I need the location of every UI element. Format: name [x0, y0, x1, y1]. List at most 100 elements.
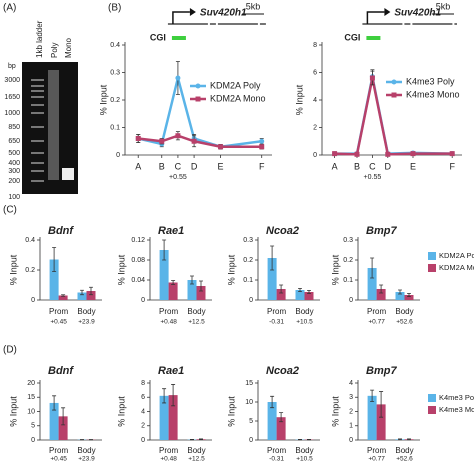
y-tick-label: 1 — [349, 423, 353, 430]
legend-label: KDM2A Poly — [210, 80, 261, 90]
error-bar — [190, 275, 194, 285]
marker — [369, 75, 375, 81]
x-tick-label: Body — [77, 446, 95, 455]
y-tick-label: 0.4 — [25, 237, 35, 244]
y-axis-label: % Input — [98, 84, 108, 115]
bar — [376, 404, 386, 440]
axis — [257, 380, 320, 441]
y-tick-label: 0.1 — [343, 277, 353, 284]
marker — [159, 138, 165, 144]
bar — [395, 292, 405, 300]
bar — [267, 258, 277, 300]
x-sublabel: +0.55 — [169, 174, 187, 181]
x-tick-label: Prom — [267, 307, 286, 316]
size-unit: bp — [8, 63, 16, 70]
size-label: 300 — [8, 168, 20, 175]
error-bar — [52, 395, 57, 411]
gel-ladder — [31, 79, 44, 182]
bar — [58, 416, 68, 440]
gene-name: Suv420h1 — [200, 8, 247, 19]
tss-arrow — [172, 11, 190, 24]
y-tick-label: 0.1 — [243, 277, 253, 284]
bar — [187, 280, 197, 300]
x-tick-label: C — [369, 161, 376, 171]
y-tick-label: 20 — [27, 380, 35, 387]
x-tick-label: B — [159, 161, 165, 171]
x-tick-label: E — [218, 161, 224, 171]
marker — [259, 138, 265, 144]
bar — [367, 268, 377, 300]
x-tick-label: Body — [187, 446, 205, 455]
x-sublabel: +12.5 — [188, 456, 205, 461]
cgi-label: CGI — [150, 32, 166, 42]
marker — [332, 151, 338, 157]
legend-label: K4me3 Poly — [439, 393, 474, 402]
x-tick-label: F — [449, 161, 455, 171]
error-bar — [61, 407, 66, 426]
x-sublabel: -0.31 — [269, 319, 284, 326]
y-axis-label: % Input — [116, 254, 126, 285]
series-line — [334, 76, 453, 155]
error-bar — [89, 286, 93, 296]
legend-label: K4me3 Mono — [406, 89, 460, 99]
chart-title: Bmp7 — [366, 225, 397, 237]
x-tick-label: Body — [295, 307, 313, 316]
y-tick-label: 0.04 — [131, 277, 145, 284]
y-tick-label: 10 — [245, 399, 253, 406]
arrow-head — [384, 8, 391, 16]
size-label: 3000 — [4, 77, 20, 84]
marker — [191, 138, 197, 144]
y-axis-label: % Input — [330, 396, 340, 427]
x-sublabel: +0.45 — [50, 456, 67, 461]
bar — [86, 291, 96, 300]
x-tick-label: B — [354, 161, 360, 171]
marker — [175, 75, 181, 81]
marker — [385, 151, 391, 157]
y-axis-label: % Input — [226, 396, 236, 427]
error-bar — [171, 280, 176, 285]
marker — [449, 151, 455, 157]
cgi-bar — [171, 36, 186, 40]
x-sublabel: +52.6 — [396, 319, 413, 326]
error-bar — [162, 388, 167, 404]
bar — [276, 289, 286, 300]
x-tick-label: Prom — [267, 446, 286, 455]
x-tick-label: Body — [77, 307, 95, 316]
error-bar — [398, 438, 402, 441]
x-sublabel: +0.77 — [368, 456, 385, 461]
x-tick-label: D — [191, 161, 198, 171]
bar — [159, 395, 169, 440]
legend-label: K4me3 Mono — [439, 405, 474, 414]
bar — [58, 295, 68, 300]
x-tick-label: Prom — [159, 307, 178, 316]
error-bar — [199, 280, 203, 292]
panel-label: (B) — [108, 3, 121, 14]
legend-swatch — [428, 394, 436, 402]
error-bar — [370, 257, 375, 279]
legend-swatch — [428, 406, 436, 414]
y-tick-label: 0 — [141, 437, 145, 444]
bar — [404, 295, 414, 300]
y-tick-label: 8 — [313, 42, 317, 49]
error-bar — [407, 293, 411, 297]
lane-label: Mono — [64, 37, 73, 58]
x-sublabel: -0.31 — [269, 456, 284, 461]
x-tick-label: Body — [395, 307, 413, 316]
y-tick-label: 6 — [141, 394, 145, 401]
y-axis-label: % Input — [294, 84, 304, 115]
y-axis-label: % Input — [8, 396, 18, 427]
axis — [39, 237, 102, 301]
x-tick-label: A — [135, 161, 141, 171]
cgi-label: CGI — [344, 32, 360, 42]
error-bar — [279, 412, 284, 423]
y-tick-label: 6 — [313, 69, 317, 76]
x-tick-label: Body — [395, 446, 413, 455]
error-bar — [407, 438, 411, 441]
y-tick-label: 8 — [141, 380, 145, 387]
error-bar — [162, 239, 167, 261]
bar — [168, 282, 178, 300]
scale-label: 5kb — [436, 1, 451, 11]
bar — [168, 395, 178, 440]
y-tick-label: 0.12 — [131, 237, 145, 244]
error-bar — [270, 395, 275, 409]
